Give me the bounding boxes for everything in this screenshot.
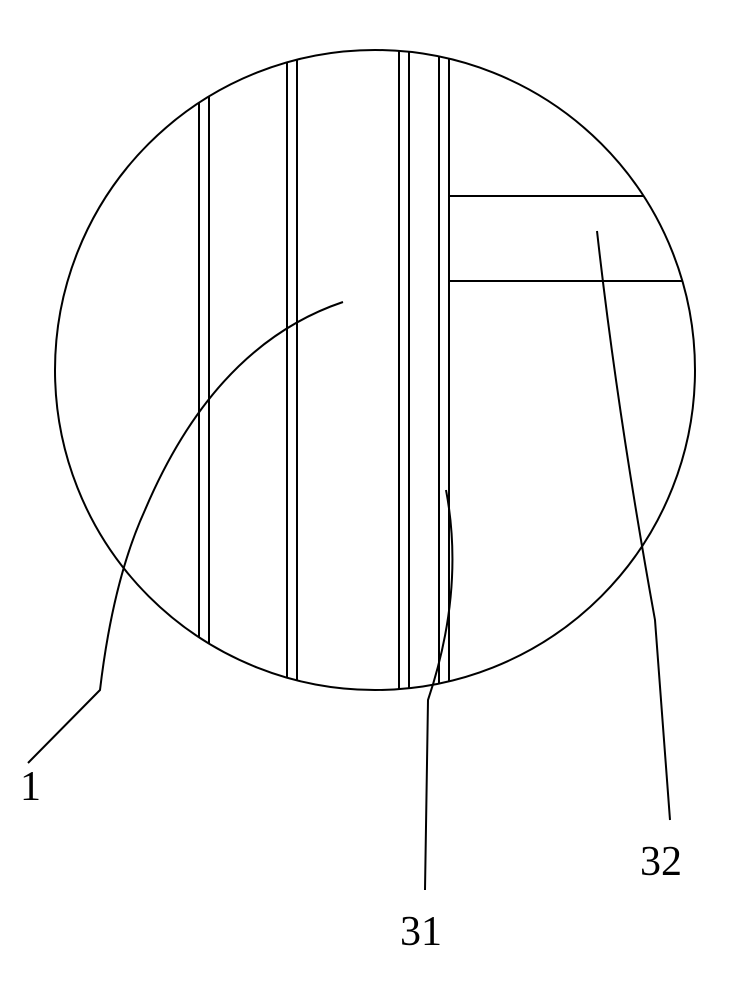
leader-32 (597, 231, 670, 820)
label-31: 31 (400, 909, 442, 955)
label-1: 1 (20, 764, 41, 810)
leader-1 (28, 302, 343, 763)
internal-lines-group (199, 40, 705, 700)
labels-group: 1 31 32 (20, 764, 682, 955)
label-32: 32 (640, 839, 682, 885)
leader-lines-group (28, 231, 670, 890)
outline-circle (55, 50, 695, 690)
diagram-svg: 1 31 32 (0, 0, 754, 1000)
